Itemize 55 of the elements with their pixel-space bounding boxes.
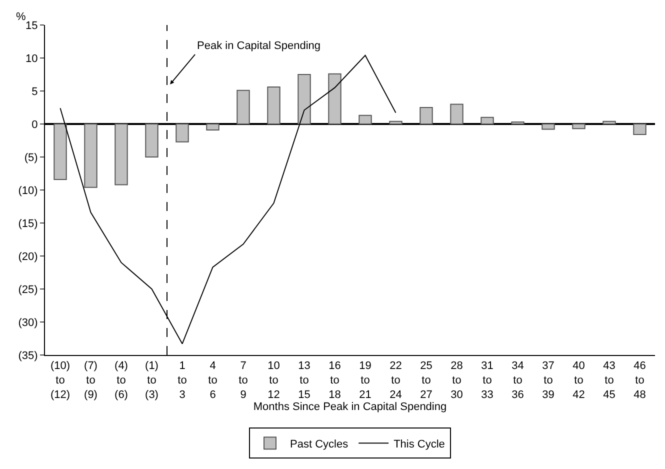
x-tick-label: 28 to 30 (450, 360, 463, 401)
y-tick-label: 0 (32, 118, 38, 131)
y-tick-label: 15 (26, 20, 38, 32)
x-tick-label: (7) to (9) (84, 360, 98, 401)
bar (633, 124, 646, 136)
bar (542, 124, 555, 130)
y-tick-label: (5) (24, 152, 38, 164)
y-tick-label: (20) (18, 250, 38, 263)
bar (328, 73, 342, 124)
x-tick-label: 37 to 39 (542, 360, 554, 401)
x-tick-label: 31 to 33 (481, 360, 494, 401)
bar (236, 90, 250, 124)
x-tick-label: 22 to 24 (390, 360, 402, 401)
x-tick-label: 43 to 45 (603, 360, 616, 401)
x-tick-label: (4) to (6) (114, 360, 128, 401)
y-tick-label: (10) (18, 184, 38, 197)
bar (480, 116, 494, 124)
x-tick-label: 16 to 18 (328, 360, 341, 401)
x-tick-label: (10) to (12) (50, 360, 70, 401)
x-tick-label: 40 to 42 (572, 360, 585, 401)
bar (206, 124, 220, 130)
bar (84, 124, 98, 188)
legend-label: This Cycle (394, 438, 445, 450)
y-tick-label: (15) (18, 218, 38, 230)
y-axis-title: % (16, 11, 26, 23)
x-tick-label: (1) to (3) (145, 360, 158, 401)
x-tick-label: 19 to 21 (359, 360, 372, 401)
y-tick-label: (30) (18, 316, 38, 329)
x-tick-label: 46 to 48 (634, 360, 646, 401)
bar (298, 74, 311, 124)
bar (358, 114, 372, 124)
y-tick-label: 10 (26, 52, 38, 65)
bar (267, 86, 280, 124)
x-tick-label: 4 to 6 (208, 360, 218, 401)
bar (114, 124, 128, 186)
x-tick-label: 25 to 27 (420, 360, 432, 401)
bar (176, 124, 189, 142)
bar (420, 107, 433, 124)
bar (389, 120, 402, 124)
x-axis-title: Months Since Peak in Capital Spending (253, 401, 447, 413)
ref-line-label: Peak in Capital Spending (197, 40, 321, 52)
x-tick-label: 10 to 12 (268, 360, 280, 401)
bar (54, 124, 67, 180)
x-tick-label: 34 to 36 (512, 360, 524, 401)
x-tick-label: 1 to 3 (178, 360, 187, 401)
y-tick-label: (25) (18, 284, 38, 296)
bar (450, 104, 464, 124)
bar (602, 120, 616, 124)
bar (145, 124, 158, 158)
x-tick-label: 7 to 9 (238, 360, 248, 401)
legend-label: Past Cycles (290, 438, 349, 450)
bar (572, 124, 586, 130)
y-tick-label: (35) (18, 350, 38, 362)
x-tick-label: 13 to 15 (298, 360, 310, 401)
y-tick-label: 5 (32, 86, 38, 98)
